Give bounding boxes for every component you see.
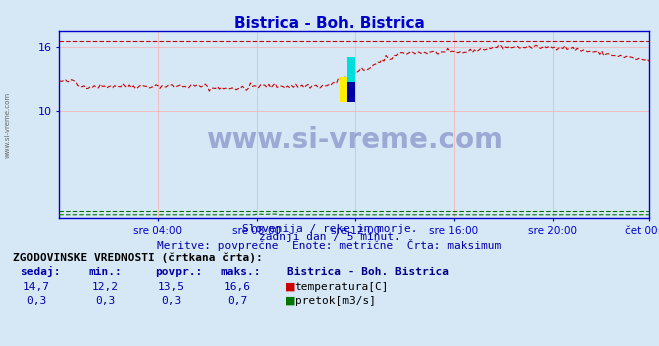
Text: zadnji dan / 5 minut.: zadnji dan / 5 minut.: [258, 233, 401, 243]
Text: ZGODOVINSKE VREDNOSTI (črtkana črta):: ZGODOVINSKE VREDNOSTI (črtkana črta):: [13, 253, 263, 263]
Text: 0,3: 0,3: [161, 296, 181, 306]
Text: min.:: min.:: [89, 267, 123, 277]
Text: 12,2: 12,2: [92, 282, 119, 292]
Text: sedaj:: sedaj:: [20, 266, 60, 277]
Text: 16,6: 16,6: [224, 282, 250, 292]
Text: Slovenija / reke in morje.: Slovenija / reke in morje.: [242, 224, 417, 234]
Text: ■: ■: [285, 296, 295, 306]
Text: 0,3: 0,3: [26, 296, 46, 306]
Text: temperatura[C]: temperatura[C]: [295, 282, 389, 292]
Text: 14,7: 14,7: [23, 282, 49, 292]
Text: www.si-vreme.com: www.si-vreme.com: [5, 91, 11, 158]
Text: 0,7: 0,7: [227, 296, 247, 306]
Text: ■: ■: [285, 282, 295, 292]
Text: Bistrica - Boh. Bistrica: Bistrica - Boh. Bistrica: [287, 267, 449, 277]
Text: Meritve: povprečne  Enote: metrične  Črta: maksimum: Meritve: povprečne Enote: metrične Črta:…: [158, 239, 501, 251]
Text: maks.:: maks.:: [221, 267, 261, 277]
Text: povpr.:: povpr.:: [155, 267, 202, 277]
Text: Bistrica - Boh. Bistrica: Bistrica - Boh. Bistrica: [234, 16, 425, 30]
Text: 0,3: 0,3: [96, 296, 115, 306]
Text: pretok[m3/s]: pretok[m3/s]: [295, 296, 376, 306]
Text: www.si-vreme.com: www.si-vreme.com: [206, 126, 503, 154]
Text: 13,5: 13,5: [158, 282, 185, 292]
